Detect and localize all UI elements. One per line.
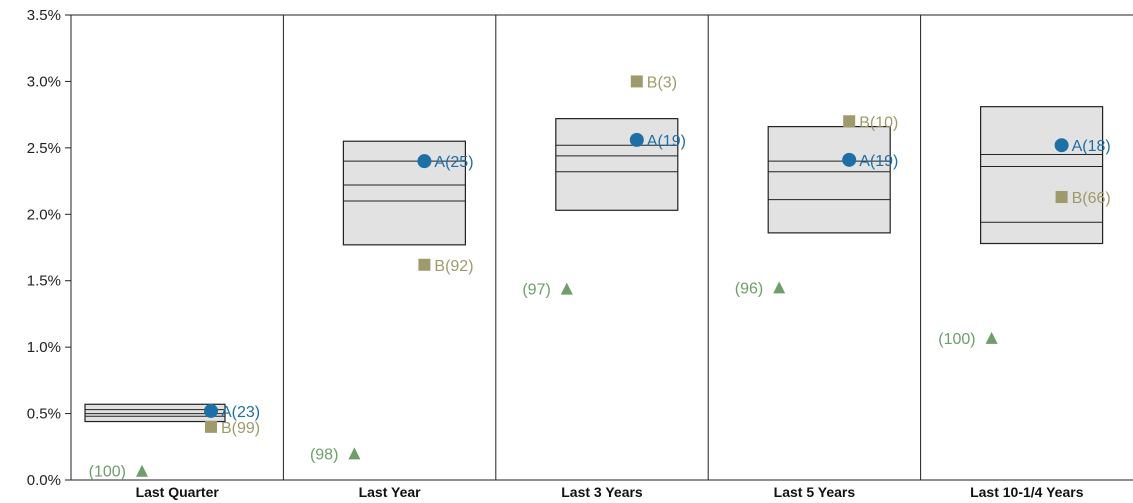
category-label: Last Year xyxy=(359,484,422,500)
marker-a-circle xyxy=(629,132,644,147)
markers: A(23)B(99) (100) A(25) B(92) (98) A(19) B(3) (9… xyxy=(89,74,1111,480)
y-tick-label: 0.0% xyxy=(27,472,61,489)
marker-c-triangle xyxy=(985,331,998,344)
range-box xyxy=(84,403,226,423)
marker-b-label: B(92) xyxy=(434,258,473,275)
marker-a-circle xyxy=(842,152,857,167)
y-tick-label: 3.5% xyxy=(27,7,61,24)
marker-a-circle xyxy=(417,154,432,169)
category-label: Last Quarter xyxy=(136,484,220,500)
marker-a-label: A(19) xyxy=(647,133,686,150)
marker-c-label: (100) xyxy=(89,464,126,481)
range-boxes xyxy=(84,106,1104,423)
marker-c-triangle xyxy=(773,281,786,294)
category-label: Last 3 Years xyxy=(561,484,643,500)
marker-a-label: A(25) xyxy=(434,154,473,171)
marker-b-square xyxy=(630,75,643,88)
marker-a-label: A(23) xyxy=(221,404,260,421)
category-dividers xyxy=(282,15,922,480)
marker-c-triangle xyxy=(136,464,148,477)
marker-a-label: A(19) xyxy=(859,153,898,170)
marker-b-label: B(10) xyxy=(859,114,898,131)
marker-c-label: (100) xyxy=(938,331,975,348)
marker-b-label: B(66) xyxy=(1072,190,1111,207)
marker-c-label: (98) xyxy=(310,446,338,463)
marker-b-square xyxy=(843,115,856,128)
y-tick-label: 1.5% xyxy=(27,273,61,290)
y-axis: 0.0% 0.5% 1.0% 1.5% 2.0% 2.5% 3.0% 3.5% xyxy=(27,7,1133,489)
marker-c-triangle xyxy=(348,447,361,460)
marker-c-label: (97) xyxy=(522,282,550,299)
marker-b-square xyxy=(418,258,431,271)
category-label: Last 10-1/4 Years xyxy=(970,484,1084,500)
marker-c-label: (96) xyxy=(735,280,763,297)
marker-c-triangle xyxy=(560,282,573,295)
y-tick-label: 1.0% xyxy=(27,339,61,356)
marker-b-label: B(3) xyxy=(647,74,677,91)
range-box xyxy=(979,106,1104,245)
range-box xyxy=(555,118,679,211)
y-tick-label: 2.5% xyxy=(27,140,61,157)
range-box xyxy=(342,140,466,246)
marker-a-circle xyxy=(1054,138,1069,153)
marker-b-label: B(99) xyxy=(221,420,260,437)
y-tick-label: 3.0% xyxy=(27,73,61,90)
marker-a-circle xyxy=(204,403,218,418)
category-labels: Last Quarter Last Year Last 3 Years Last 5 … xyxy=(136,484,1084,500)
marker-b-square xyxy=(1055,191,1068,204)
range-box xyxy=(767,125,891,234)
y-tick-label: 0.5% xyxy=(27,406,61,423)
category-label: Last 5 Years xyxy=(774,484,856,500)
marker-b-square xyxy=(205,420,217,433)
marker-a-label: A(18) xyxy=(1072,138,1111,155)
y-tick-label: 2.0% xyxy=(27,206,61,223)
